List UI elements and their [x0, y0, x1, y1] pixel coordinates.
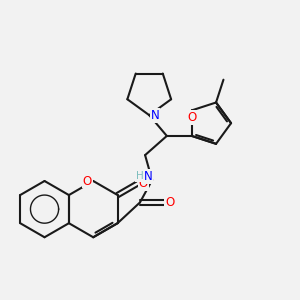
Text: O: O	[139, 177, 148, 190]
Text: N: N	[144, 170, 152, 183]
Text: H: H	[136, 171, 144, 181]
Text: O: O	[187, 111, 196, 124]
Text: O: O	[83, 175, 92, 188]
Text: N: N	[151, 109, 159, 122]
Text: O: O	[165, 196, 174, 209]
